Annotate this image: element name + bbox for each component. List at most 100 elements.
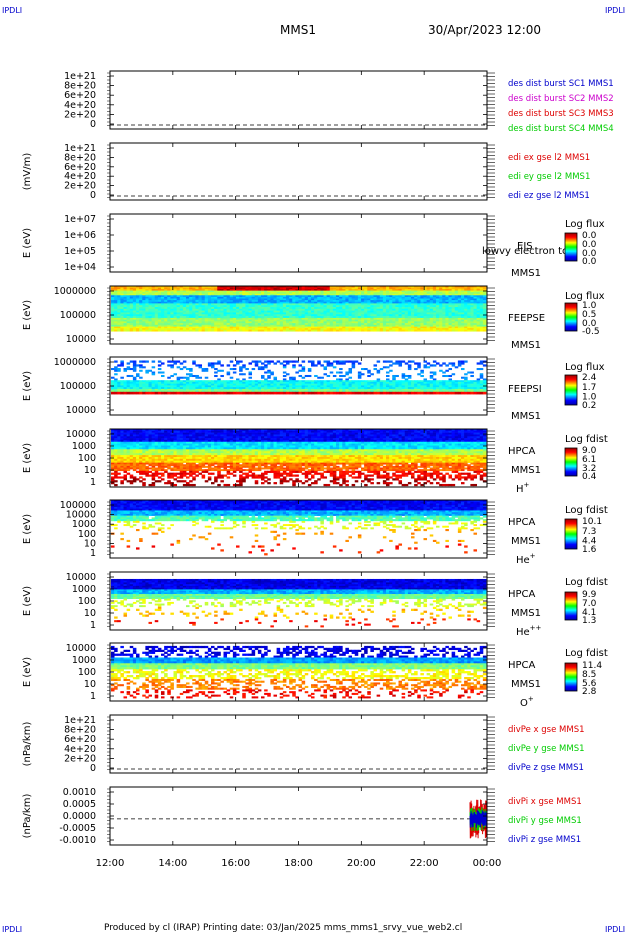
instrument-spacecraft: MMS1 bbox=[511, 679, 541, 690]
ytick-label: 1 bbox=[90, 620, 96, 631]
ytick-label: 1 bbox=[90, 477, 96, 488]
species-label: He++ bbox=[516, 624, 542, 638]
panel-feepsi: 1000000 100000 10000 E (eV) FEEPSI MMS1 Log fl… bbox=[22, 356, 605, 422]
colorbar bbox=[564, 662, 578, 692]
species-label: H+ bbox=[516, 481, 530, 495]
ytick-label: 10000 bbox=[66, 334, 96, 345]
ytick-label: 1000000 bbox=[54, 357, 96, 368]
instrument-name: FEEPSI bbox=[508, 384, 542, 395]
colorbar-tick: 0.0 bbox=[582, 257, 597, 267]
ytick-label: 1000 bbox=[72, 519, 96, 530]
legend-entry: divPi x gse MMS1 bbox=[508, 797, 582, 807]
colorbar-title: Log fdist bbox=[565, 434, 608, 445]
xtick-label: 16:00 bbox=[221, 858, 250, 869]
xtick-label: 22:00 bbox=[410, 858, 439, 869]
corner-label-bottom-left: IPDLI bbox=[2, 925, 22, 934]
colorbar bbox=[564, 232, 578, 262]
ytick-label: 100000 bbox=[60, 500, 96, 511]
colorbar-title: Log fdist bbox=[565, 577, 608, 588]
species-label: He+ bbox=[516, 552, 536, 566]
ytick-label: 0.0010 bbox=[63, 787, 96, 798]
ytick-label: 1000 bbox=[72, 441, 96, 452]
ytick-label: 10 bbox=[84, 608, 96, 619]
colorbar-tick: 0.2 bbox=[582, 401, 596, 411]
colorbar-tick: 1.3 bbox=[582, 616, 596, 626]
colorbar-tick: 9.9 bbox=[582, 590, 597, 600]
ytick-label: 10000 bbox=[66, 405, 96, 416]
legend-entry: des dist burst SC3 MMS3 bbox=[508, 109, 614, 119]
colorbar-tick: 1.0 bbox=[582, 301, 597, 311]
ylabel: E (eV) bbox=[22, 657, 33, 687]
xtick-label: 14:00 bbox=[158, 858, 187, 869]
colorbar-tick: 4.1 bbox=[582, 608, 596, 618]
ytick-label: 0 bbox=[90, 119, 96, 130]
instrument-name: HPCA bbox=[508, 517, 536, 528]
ytick-label: 0 bbox=[90, 763, 96, 774]
colorbar-tick: 7.3 bbox=[582, 527, 596, 537]
ytick-label: 100 bbox=[78, 529, 96, 540]
ytick-label: 10000 bbox=[66, 510, 96, 521]
instrument-spacecraft: MMS1 bbox=[511, 465, 541, 476]
ytick-label: 8e+20 bbox=[64, 81, 96, 92]
ytick-label: 10 bbox=[84, 465, 96, 476]
ylabel: (nPa/km) bbox=[22, 794, 33, 839]
instrument-spacecraft: MMS1 bbox=[511, 608, 541, 619]
corner-label-bottom-right: IPDLI bbox=[605, 925, 625, 934]
ytick-label: 2e+20 bbox=[64, 753, 96, 764]
ytick-label: 0.0005 bbox=[63, 799, 96, 810]
ylabel: E (eV) bbox=[22, 514, 33, 544]
ytick-label: 10 bbox=[84, 679, 96, 690]
colorbar-tick: 3.2 bbox=[582, 464, 596, 474]
overlay-label: lowvy electron to bbox=[482, 246, 568, 257]
instrument-spacecraft: MMS1 bbox=[511, 536, 541, 547]
colorbar-title: Log flux bbox=[565, 291, 605, 302]
instrument-name: HPCA bbox=[508, 660, 536, 671]
colorbar bbox=[564, 518, 578, 550]
colorbar-tick: -0.5 bbox=[582, 327, 600, 337]
ytick-label: 6e+20 bbox=[64, 162, 96, 173]
panel-frame bbox=[109, 70, 488, 130]
ytick-label: 1000000 bbox=[54, 286, 96, 297]
ytick-label: 1e+04 bbox=[64, 262, 96, 273]
ytick-label: 1000 bbox=[72, 655, 96, 666]
footer-credits: Produced by cl (IRAP) Printing date: 03/… bbox=[104, 923, 462, 933]
colorbar-title: Log fdist bbox=[565, 505, 608, 516]
ytick-label: 0 bbox=[90, 190, 96, 201]
ytick-label: 10 bbox=[84, 538, 96, 549]
instrument-spacecraft: MMS1 bbox=[511, 340, 541, 351]
ytick-label: 1e+06 bbox=[64, 230, 96, 241]
colorbar bbox=[564, 374, 578, 406]
legend-entry: edi ey gse l2 MMS1 bbox=[508, 172, 590, 182]
ytick-label: 8e+20 bbox=[64, 725, 96, 736]
ylabel: (nPa/km) bbox=[22, 722, 33, 767]
mission-title: MMS1 bbox=[280, 23, 316, 37]
ylabel: E (eV) bbox=[22, 228, 33, 258]
colorbar-tick: 0.5 bbox=[582, 310, 596, 320]
ytick-label: 1 bbox=[90, 691, 96, 702]
ytick-label: 4e+20 bbox=[64, 171, 96, 182]
plot-datetime: 30/Apr/2023 12:00 bbox=[428, 23, 541, 37]
corner-label-top-left: IPDLI bbox=[2, 6, 22, 15]
ylabel: E (eV) bbox=[22, 586, 33, 616]
xtick-label: 20:00 bbox=[347, 858, 376, 869]
colorbar-tick: 0.0 bbox=[582, 319, 597, 329]
colorbar-tick: 1.0 bbox=[582, 393, 597, 403]
ytick-label: 1e+07 bbox=[64, 214, 96, 225]
ytick-label: 1e+21 bbox=[64, 715, 96, 726]
legend-entry: divPi y gse MMS1 bbox=[508, 816, 582, 826]
colorbar-tick: 2.8 bbox=[582, 687, 597, 697]
instrument-name: EIS bbox=[517, 241, 533, 252]
panel-feepse: 1000000 100000 10000 E (eV) FEEPSE MMS1 Log fl… bbox=[22, 285, 605, 351]
instrument-name: HPCA bbox=[508, 446, 536, 457]
ylabel: E (eV) bbox=[22, 443, 33, 473]
xtick-label: 00:00 bbox=[473, 858, 502, 869]
legend-entry: des dist burst SC1 MMS1 bbox=[508, 79, 614, 89]
panel-frame bbox=[109, 714, 488, 774]
ytick-label: 1e+05 bbox=[64, 246, 96, 257]
colorbar-tick: 11.4 bbox=[582, 661, 602, 671]
